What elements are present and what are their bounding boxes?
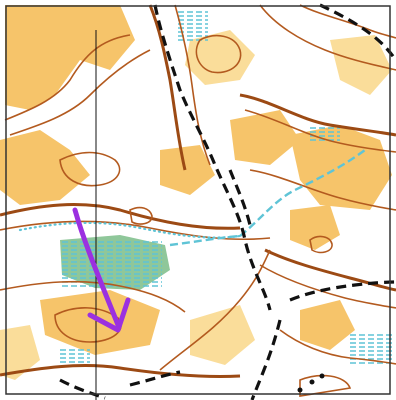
contour-line xyxy=(259,4,396,71)
contour-line xyxy=(244,109,396,153)
stream-dotted xyxy=(18,221,242,239)
contour-line xyxy=(249,169,396,211)
path-dashed xyxy=(289,280,396,302)
contour-line xyxy=(279,329,396,365)
index-contour-line xyxy=(148,4,187,171)
paths xyxy=(59,3,396,400)
path-dashed xyxy=(59,378,106,400)
boulder-dot xyxy=(309,379,315,385)
contour-line xyxy=(59,151,121,187)
marsh-areas xyxy=(60,11,392,364)
contour-line xyxy=(195,34,242,74)
contour-line xyxy=(259,264,396,309)
map-frame-border xyxy=(5,5,391,395)
contour-line xyxy=(0,280,186,313)
path-dashed xyxy=(319,3,396,61)
contour-line xyxy=(9,49,151,136)
open-land-area xyxy=(160,145,215,195)
boulder-dot xyxy=(297,387,303,393)
index-contour-line xyxy=(239,93,396,137)
open-land-area xyxy=(0,325,40,380)
path-dashed xyxy=(153,4,272,311)
contour-line xyxy=(159,249,271,371)
path-dashed xyxy=(250,319,282,400)
index-contour-line xyxy=(264,248,396,292)
open-land-area xyxy=(5,5,135,110)
contour-line xyxy=(299,374,352,397)
route-arrow xyxy=(72,207,131,333)
contour-line xyxy=(309,235,333,254)
contour-lines xyxy=(0,4,396,397)
boulder-dot xyxy=(319,373,325,379)
open-land-area xyxy=(190,305,255,365)
open-land-area xyxy=(300,300,355,350)
contour-line xyxy=(4,34,131,121)
contour-line xyxy=(174,4,211,166)
contour-line xyxy=(54,307,122,343)
stream-lines xyxy=(18,149,366,247)
contour-line xyxy=(0,220,271,241)
open-land-areas xyxy=(0,5,392,380)
stream-dotted xyxy=(169,234,241,247)
open-land-area xyxy=(330,35,392,95)
path-dashed xyxy=(129,370,181,387)
index-contour-line xyxy=(0,203,241,230)
index-contour-line xyxy=(0,364,241,379)
contour-line xyxy=(129,206,153,225)
open-land-area xyxy=(0,130,90,205)
path-dashed xyxy=(228,169,252,226)
open-land-area xyxy=(290,125,392,210)
